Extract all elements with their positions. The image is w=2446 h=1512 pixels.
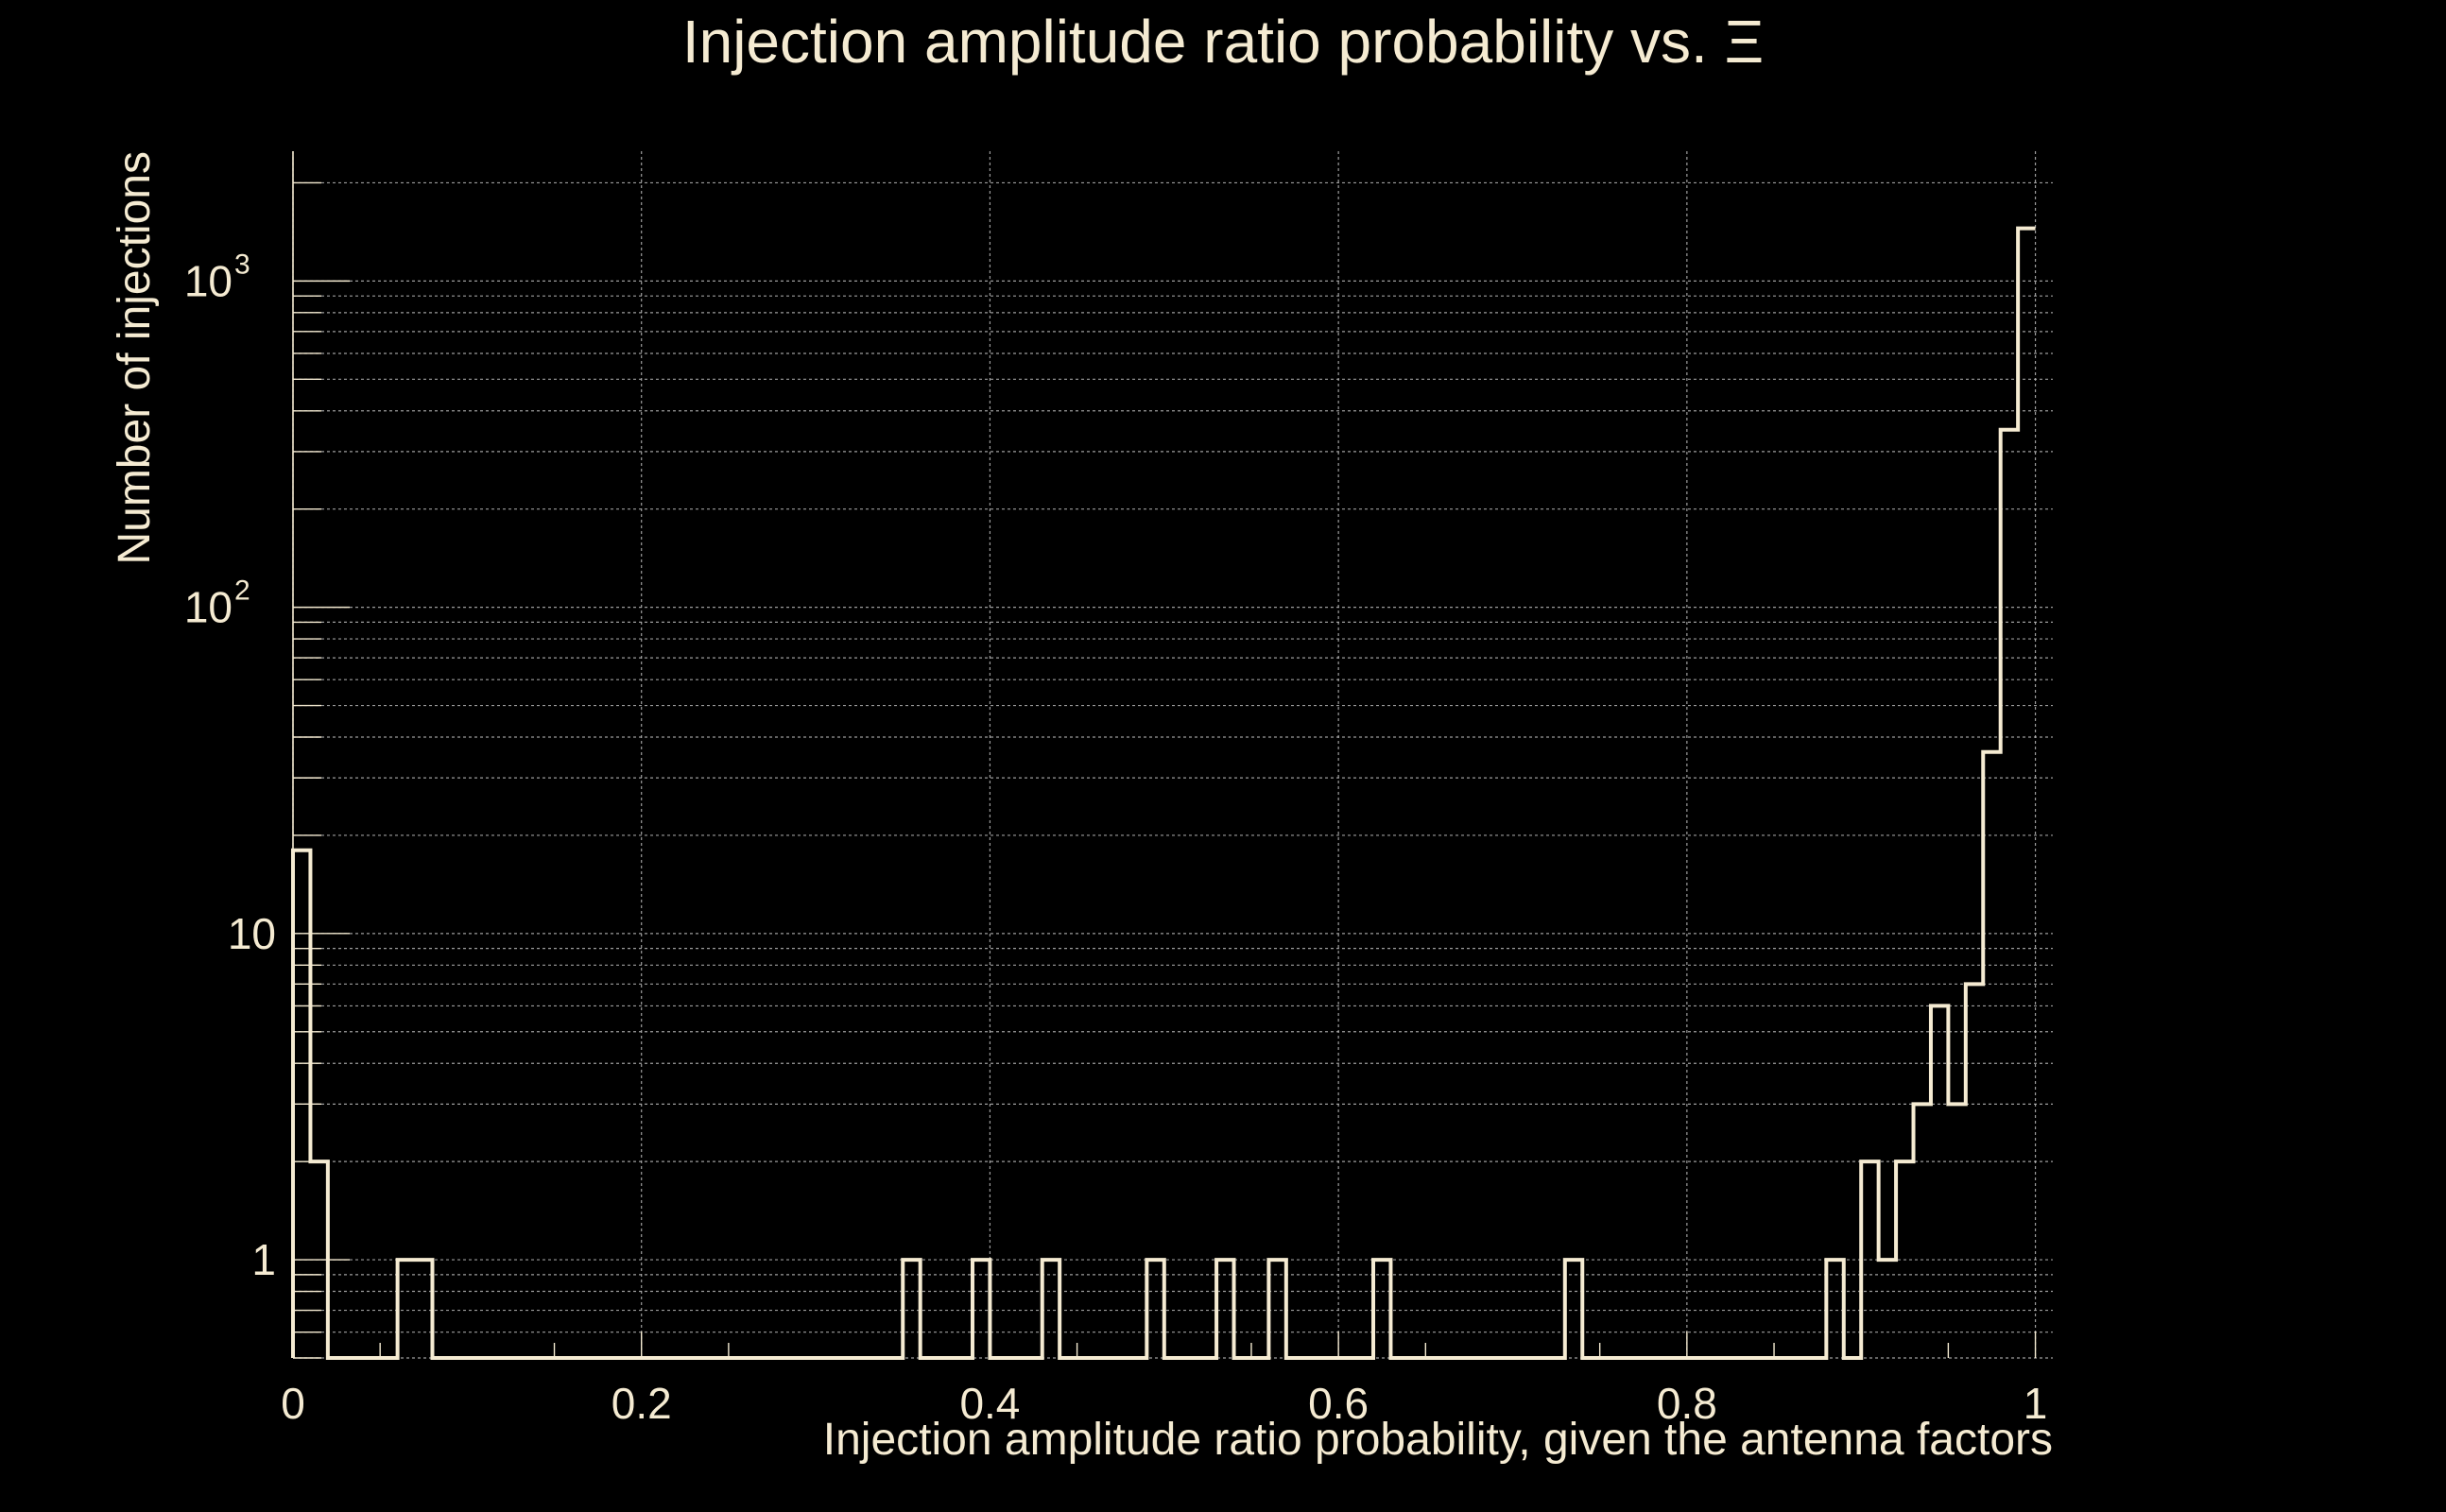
y-axis-label: Number of injections xyxy=(110,151,160,565)
histogram-bar xyxy=(1042,1260,1059,1358)
histogram-bar xyxy=(1896,1161,1913,1358)
histogram-bar xyxy=(973,1260,990,1358)
x-tick-label: 1 xyxy=(2024,1379,2048,1428)
histogram-bar xyxy=(1879,1260,1896,1358)
histogram-bar xyxy=(310,1161,327,1358)
histogram-bar xyxy=(1826,1260,1843,1358)
histogram-bar xyxy=(1861,1161,1878,1358)
histogram-bar xyxy=(1146,1260,1163,1358)
histogram-bar xyxy=(1565,1260,1582,1358)
chart-title: Injection amplitude ratio probability vs… xyxy=(682,8,1764,76)
histogram-bar xyxy=(415,1260,432,1358)
x-tick-label: 0.8 xyxy=(1657,1379,1717,1428)
y-tick-exponent: 3 xyxy=(234,249,250,280)
x-tick-label: 0.2 xyxy=(612,1379,672,1428)
histogram-bar xyxy=(2018,229,2035,1358)
histogram-bar xyxy=(1931,1005,1948,1358)
y-tick-exponent: 2 xyxy=(234,576,250,607)
histogram-bar xyxy=(293,850,310,1358)
x-tick-label: 0.6 xyxy=(1308,1379,1369,1428)
histogram-bar xyxy=(1268,1260,1285,1358)
x-tick-label: 0.4 xyxy=(959,1379,1020,1428)
histogram-bar xyxy=(1966,984,1983,1358)
histogram-bar xyxy=(1983,752,2000,1358)
histogram-bar xyxy=(398,1260,415,1358)
histogram-bar xyxy=(2001,430,2018,1358)
histogram-bar xyxy=(1914,1104,1931,1358)
histogram-bar xyxy=(1216,1260,1233,1358)
y-tick-label: 1 xyxy=(251,1235,276,1284)
histogram-bar xyxy=(1948,1104,1965,1358)
x-axis-label: Injection amplitude ratio probability, g… xyxy=(823,1415,2053,1465)
histogram-bar xyxy=(903,1260,920,1358)
y-tick-label: 10 xyxy=(184,583,233,632)
y-tick-label: 10 xyxy=(228,909,276,958)
x-tick-label: 0 xyxy=(281,1379,305,1428)
histogram-outline xyxy=(291,226,2036,1360)
histogram-bar xyxy=(1373,1260,1390,1358)
y-tick-label: 10 xyxy=(184,256,233,305)
